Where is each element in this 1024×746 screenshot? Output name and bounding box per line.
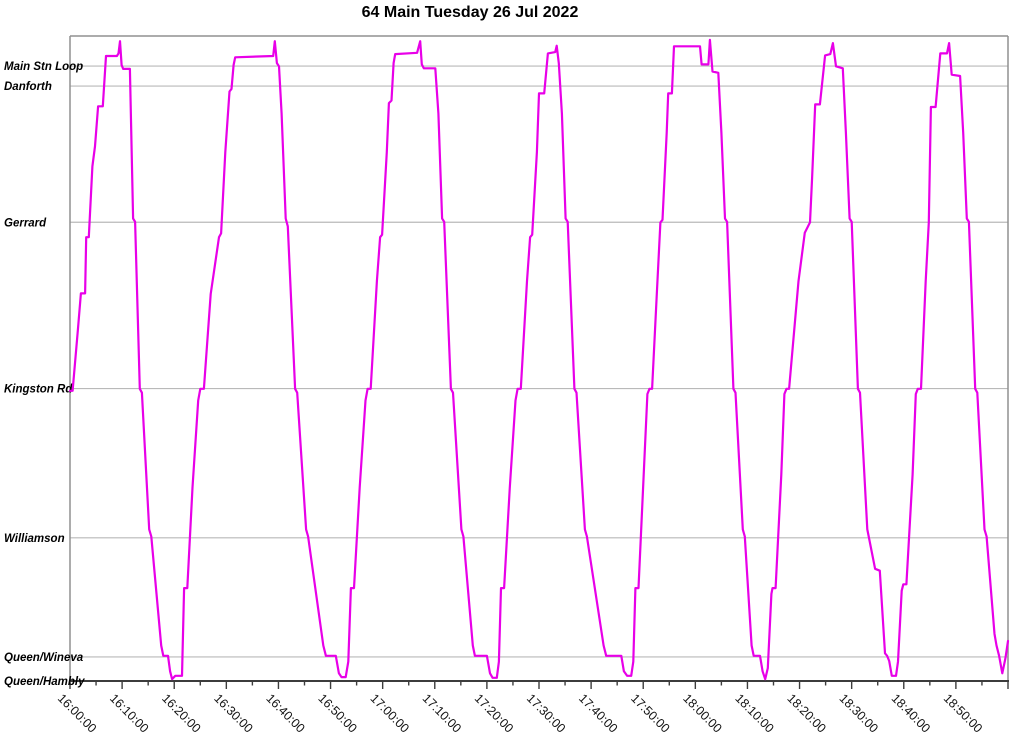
x-tick-label: 18:40:00 xyxy=(889,691,933,735)
stop-label: Danforth xyxy=(4,81,52,93)
chart-title: 64 Main Tuesday 26 Jul 2022 xyxy=(361,4,579,21)
x-tick-label: 18:20:00 xyxy=(784,691,828,735)
x-tick-label: 18:10:00 xyxy=(732,691,776,735)
x-tick-label: 16:00:00 xyxy=(55,691,99,735)
vehicle-trajectory-line xyxy=(68,38,1010,681)
x-tick-label: 17:50:00 xyxy=(628,691,672,735)
x-tick-label: 17:30:00 xyxy=(524,691,568,735)
stop-label: Main Stn Loop xyxy=(4,61,83,73)
x-tick-label: 18:30:00 xyxy=(837,691,881,735)
x-tick-label: 17:00:00 xyxy=(368,691,412,735)
stop-label: Williamson xyxy=(4,533,65,545)
stop-label: Queen/Hambly xyxy=(4,676,85,688)
stop-label: Gerrard xyxy=(4,217,47,229)
x-tick-label: 16:50:00 xyxy=(315,691,359,735)
x-tick-label: 17:20:00 xyxy=(472,691,516,735)
stop-label: Queen/Wineva xyxy=(4,652,84,664)
x-tick-label: 16:20:00 xyxy=(159,691,203,735)
x-tick-label: 16:30:00 xyxy=(211,691,255,735)
x-tick-label: 16:10:00 xyxy=(107,691,151,735)
x-tick-label: 16:40:00 xyxy=(263,691,307,735)
stop-label: Kingston Rd xyxy=(4,384,73,396)
x-tick-label: 17:40:00 xyxy=(576,691,620,735)
x-tick-label: 18:00:00 xyxy=(680,691,724,735)
x-tick-label: 18:50:00 xyxy=(941,691,985,735)
x-tick-label: 17:10:00 xyxy=(420,691,464,735)
